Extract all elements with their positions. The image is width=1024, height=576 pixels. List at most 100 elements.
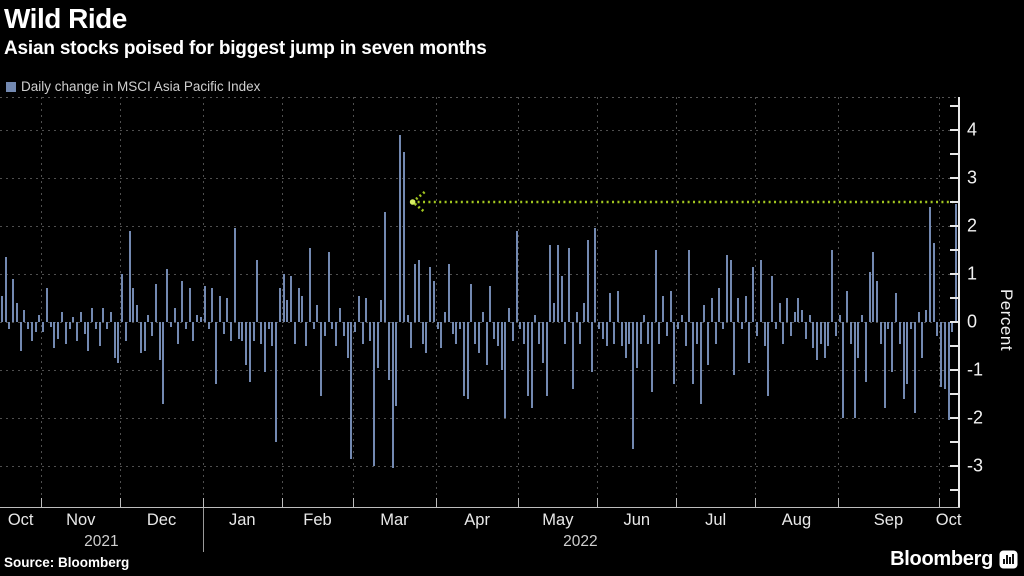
- month-label: Aug: [781, 511, 812, 529]
- y-axis-title: Percent: [997, 288, 1016, 352]
- bar: [718, 288, 721, 322]
- bar: [218, 295, 221, 322]
- bar: [79, 312, 82, 322]
- month-label: Oct: [935, 511, 962, 529]
- bar: [455, 322, 458, 344]
- x-axis-tick: [120, 498, 122, 507]
- h-gridline: [0, 178, 958, 179]
- bar: [357, 295, 360, 322]
- y-axis-tick: [950, 345, 959, 347]
- x-axis-tick: [353, 498, 355, 507]
- bar: [549, 245, 552, 322]
- bar: [703, 305, 706, 322]
- bar: [478, 322, 480, 354]
- bar: [466, 322, 469, 399]
- y-tick-label: 1: [967, 263, 978, 284]
- bar: [778, 302, 781, 322]
- month-label: Nov: [66, 511, 96, 529]
- bar: [808, 314, 811, 322]
- bar: [308, 247, 311, 322]
- bar: [440, 322, 443, 349]
- month-label: Jul: [705, 511, 727, 529]
- bar: [823, 322, 826, 358]
- bar: [338, 307, 341, 322]
- bar: [222, 322, 225, 334]
- bar: [925, 310, 928, 322]
- bar: [613, 322, 616, 344]
- bar: [879, 322, 882, 344]
- bar: [575, 312, 578, 322]
- bar: [639, 322, 642, 344]
- y-tick-label: 2: [967, 215, 978, 236]
- bar: [278, 288, 281, 322]
- bloomberg-logo: Bloomberg: [890, 548, 1018, 571]
- month-label: Jun: [623, 511, 651, 529]
- bar: [196, 314, 199, 322]
- bar: [83, 322, 86, 334]
- bar: [76, 322, 79, 342]
- bar: [106, 322, 109, 330]
- bar: [117, 322, 120, 363]
- v-gridline: [755, 97, 757, 507]
- bar: [98, 322, 101, 346]
- bar: [237, 322, 240, 339]
- bar: [38, 314, 41, 322]
- bar: [601, 322, 604, 339]
- bar: [365, 298, 368, 322]
- x-axis-line: [0, 507, 960, 508]
- bar: [673, 322, 676, 385]
- bar: [744, 295, 747, 322]
- bar: [579, 322, 582, 344]
- bar: [526, 322, 529, 397]
- bar: [169, 322, 172, 327]
- bar: [609, 293, 612, 322]
- bar: [740, 322, 743, 330]
- bar: [620, 322, 623, 346]
- bar: [23, 310, 26, 322]
- bar: [932, 242, 935, 322]
- bar: [57, 322, 60, 339]
- bar: [260, 322, 263, 344]
- bar: [226, 298, 229, 322]
- bar: [767, 322, 770, 397]
- bar: [154, 283, 157, 322]
- bar: [864, 322, 867, 382]
- v-gridline: [597, 97, 599, 507]
- h-gridline: [0, 226, 958, 227]
- bar: [496, 322, 499, 346]
- v-gridline: [676, 97, 678, 507]
- bar: [109, 312, 112, 322]
- bar: [158, 322, 161, 361]
- bar: [91, 307, 94, 322]
- bar: [380, 300, 383, 322]
- bloomberg-logo-text: Bloomberg: [890, 548, 993, 570]
- bar: [564, 322, 567, 344]
- v-gridline: [353, 97, 355, 507]
- bar: [34, 322, 37, 332]
- x-axis-tick: [435, 498, 437, 507]
- bar: [462, 322, 465, 397]
- bar: [60, 312, 63, 322]
- legend-label: Daily change in MSCI Asia Pacific Index: [21, 79, 261, 94]
- bar: [45, 288, 48, 322]
- x-axis-tick: [676, 498, 678, 507]
- bar: [15, 302, 18, 322]
- bar: [312, 322, 315, 330]
- bar: [136, 305, 139, 322]
- bar: [714, 322, 717, 344]
- bar: [376, 322, 379, 368]
- y-axis-tick: [950, 201, 959, 203]
- bar: [162, 322, 165, 404]
- bar: [921, 322, 924, 358]
- bar: [759, 259, 762, 322]
- bar: [786, 298, 789, 322]
- bar: [27, 322, 30, 330]
- bar: [530, 322, 533, 409]
- h-gridline: [0, 370, 958, 371]
- bar: [951, 322, 954, 332]
- y-tick-label: 0: [967, 311, 978, 332]
- bar: [241, 322, 244, 342]
- bar: [913, 322, 916, 414]
- bar: [819, 322, 822, 344]
